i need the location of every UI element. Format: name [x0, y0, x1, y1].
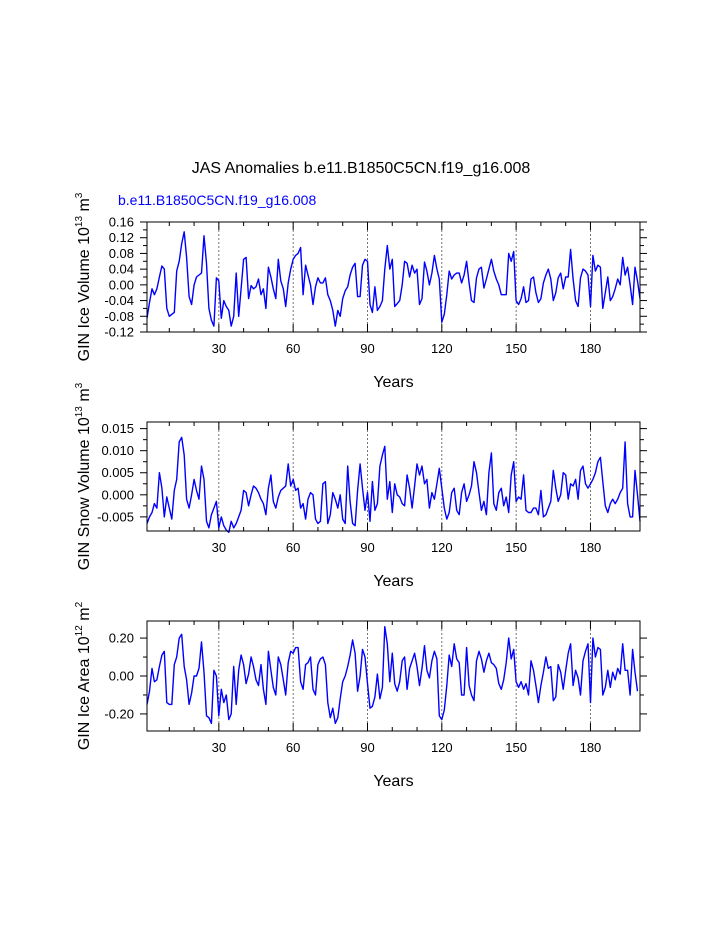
ytick-label: -0.04	[104, 293, 134, 308]
chart-title: JAS Anomalies b.e11.B1850C5CN.f19_g16.00…	[192, 160, 531, 177]
xtick-label: 30	[212, 540, 226, 555]
ytick-label: -0.20	[104, 706, 134, 721]
xtick-label: 120	[431, 740, 453, 755]
y-axis-label-unit-exp: 3	[74, 382, 85, 388]
ytick-label: 0.015	[101, 421, 134, 436]
ytick-label: -0.005	[97, 509, 134, 524]
xtick-label: 180	[580, 540, 602, 555]
panel-ice-area: 30 60 90 120 150 180 -0.20 0.00 0.20 Years GIN Ice…	[74, 601, 647, 790]
series-line-ice-area	[146, 626, 639, 725]
series-line-ice-volume	[146, 231, 641, 327]
y-axis-label-exp: 13	[74, 216, 85, 228]
xtick-label: 60	[286, 540, 300, 555]
plot-frame	[146, 221, 641, 333]
panel-snow-volume: 30 60 90 120 150 180 -0.005 0.000 0.005 0.010 0.01…	[74, 382, 647, 590]
xtick-label: 150	[505, 540, 527, 555]
ytick-label: 0.000	[101, 487, 134, 502]
y-axis-label-text: GIN Snow Volume 10	[76, 417, 93, 570]
ytick-label: 0.20	[109, 631, 134, 646]
xtick-label: 120	[431, 540, 453, 555]
y-axis-label-unit-exp: 2	[74, 601, 85, 607]
y-axis-label-exp: 13	[74, 406, 85, 418]
xtick-label: 30	[212, 740, 226, 755]
y-axis-label: GIN Ice Area 1012 m2	[74, 601, 93, 750]
xtick-label: 150	[505, 341, 527, 356]
xtick-label: 180	[580, 341, 602, 356]
y-axis-label: GIN Snow Volume 1013 m3	[74, 382, 93, 570]
xtick-label: 60	[286, 341, 300, 356]
y-axis-label: GIN Ice Volume 1013 m3	[74, 192, 93, 361]
xtick-label: 90	[360, 540, 374, 555]
y-axis-label-exp: 12	[74, 625, 85, 637]
plot-frame	[146, 421, 641, 532]
xtick-label: 120	[431, 341, 453, 356]
y-axis-label-unit: m	[76, 388, 93, 406]
panel-ice-volume: 30 60 90 120 150 180-0.12-0.08-0.040.000.040.…	[74, 192, 647, 391]
ytick-label: 0.005	[101, 465, 134, 480]
y-axis-label-unit: m	[76, 198, 93, 216]
ytick-label: 0.12	[109, 230, 134, 245]
xtick-label: 60	[286, 740, 300, 755]
ytick-label: -0.12	[104, 325, 134, 340]
y-axis-label-text: GIN Ice Volume 10	[76, 227, 93, 361]
xtick-label: 150	[505, 740, 527, 755]
xtick-label: 180	[580, 740, 602, 755]
y-axis-label-unit-exp: 3	[74, 192, 85, 198]
ytick-label: -0.08	[104, 309, 134, 324]
x-axis-label: Years	[373, 374, 413, 391]
x-axis-label: Years	[373, 573, 413, 590]
ytick-label: 0.00	[109, 277, 134, 292]
series-line-snow-volume	[146, 436, 641, 533]
ytick-label: 0.010	[101, 443, 134, 458]
xtick-label: 30	[212, 341, 226, 356]
y-axis-label-text: GIN Ice Area 10	[76, 636, 93, 750]
chart-panels: 30 60 90 120 150 180-0.12-0.08-0.040.000.040.…	[74, 192, 647, 790]
plot-frame	[146, 620, 641, 732]
ytick-label: 0.04	[109, 262, 134, 277]
series-label: b.e11.B1850C5CN.f19_g16.008	[118, 192, 316, 208]
xtick-label: 90	[360, 341, 374, 356]
xtick-label: 90	[360, 740, 374, 755]
ytick-label: 0.16	[109, 215, 134, 230]
x-axis-label: Years	[373, 773, 413, 790]
ytick-label: 0.00	[109, 669, 134, 684]
ytick-label: 0.08	[109, 246, 134, 261]
y-axis-label-unit: m	[76, 607, 93, 625]
